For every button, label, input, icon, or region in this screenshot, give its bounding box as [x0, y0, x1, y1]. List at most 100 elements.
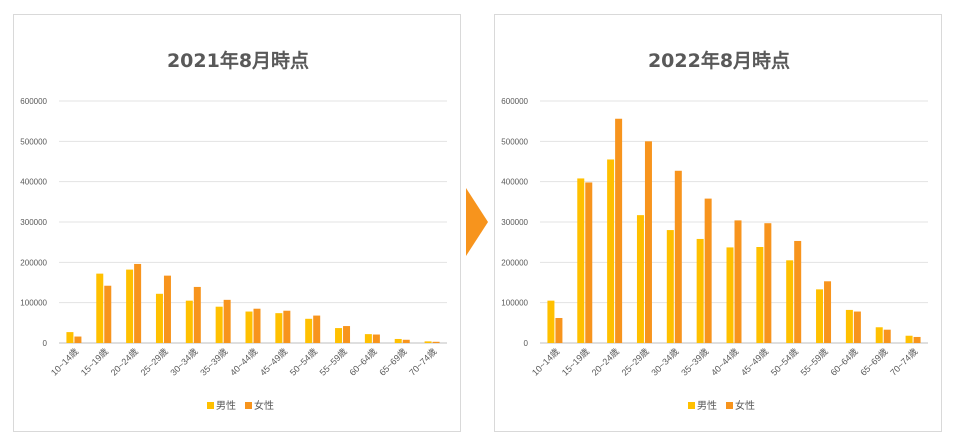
bar-female — [734, 220, 742, 343]
y-tick-label: 600000 — [20, 97, 47, 106]
bar-male — [364, 334, 372, 343]
bar-female — [883, 329, 891, 343]
bar-male — [126, 269, 134, 343]
bar-female — [74, 336, 82, 343]
bar-male — [275, 313, 283, 343]
bar-male — [245, 311, 253, 343]
bar-female — [432, 341, 440, 343]
x-tick-label: 40~44歳 — [708, 346, 740, 378]
bar-male — [547, 300, 555, 343]
arrow-right-icon — [466, 188, 488, 256]
y-tick-label: 100000 — [501, 299, 528, 308]
bar-male — [875, 327, 883, 343]
x-tick-label: 60~64歳 — [828, 346, 860, 378]
x-tick-label: 30~34歳 — [649, 346, 681, 378]
bar-female — [283, 310, 291, 343]
bar-female — [402, 339, 410, 343]
bar-male — [155, 293, 163, 343]
legend-swatch-female — [245, 402, 252, 409]
y-tick-label: 0 — [524, 339, 529, 348]
y-tick-label: 400000 — [20, 178, 47, 187]
x-tick-label: 25~29歳 — [619, 346, 651, 378]
chart-title: 2021年8月時点 — [167, 49, 309, 72]
x-tick-label: 10~14歳 — [529, 346, 561, 378]
y-tick-label: 400000 — [501, 178, 528, 187]
bar-female — [253, 308, 261, 343]
x-tick-label: 45~49歳 — [738, 346, 770, 378]
x-tick-label: 70~74歳 — [406, 346, 438, 378]
x-tick-label: 45~49歳 — [257, 346, 289, 378]
bar-female — [794, 240, 802, 343]
legend-label-male: 男性 — [216, 399, 236, 412]
bar-male — [756, 247, 764, 343]
chart-panel-2022: 2022年8月時点 0 100000 200000 300000 400000 500000… — [494, 14, 942, 432]
legend-label-female: 女性 — [254, 399, 274, 412]
bar-female — [163, 275, 171, 343]
bar-male — [185, 300, 193, 343]
y-tick-label: 500000 — [501, 137, 528, 146]
legend-swatch-male — [207, 402, 214, 409]
bar-female — [555, 317, 563, 343]
x-tick-label: 20~24歳 — [589, 346, 621, 378]
x-tick-label: 70~74歳 — [887, 346, 919, 378]
bar-female — [104, 285, 112, 343]
legend-swatch-male — [688, 402, 695, 409]
y-tick-label: 500000 — [20, 137, 47, 146]
bar-male — [666, 230, 674, 343]
bar-male — [816, 289, 824, 343]
x-tick-label: 50~54歳 — [768, 346, 800, 378]
y-tick-label: 600000 — [501, 97, 528, 106]
bar-female — [223, 299, 231, 343]
bar-female — [313, 315, 321, 343]
x-tick-label: 65~69歳 — [858, 346, 890, 378]
bar-female — [764, 223, 772, 343]
bar-female — [913, 336, 921, 343]
legend-label-female: 女性 — [735, 399, 755, 412]
bar-female — [674, 170, 682, 343]
bar-male — [786, 260, 794, 343]
x-tick-label: 15~19歳 — [559, 346, 591, 378]
x-tick-label: 60~64歳 — [347, 346, 379, 378]
y-tick-label: 300000 — [501, 218, 528, 227]
bar-female — [585, 182, 593, 343]
bar-female — [343, 326, 351, 343]
y-tick-label: 200000 — [501, 258, 528, 267]
legend-swatch-female — [726, 402, 733, 409]
x-tick-label: 20~24歳 — [108, 346, 140, 378]
y-tick-label: 300000 — [20, 218, 47, 227]
bar-female — [853, 311, 861, 343]
bar-male — [726, 247, 734, 343]
x-tick-label: 35~39歳 — [198, 346, 230, 378]
legend-label-male: 男性 — [697, 399, 717, 412]
bar-male — [696, 238, 704, 343]
y-tick-label: 200000 — [20, 258, 47, 267]
x-tick-label: 55~59歳 — [798, 346, 830, 378]
y-tick-label: 0 — [43, 339, 48, 348]
x-tick-label: 35~39歳 — [679, 346, 711, 378]
bar-male — [845, 309, 853, 343]
bar-male — [96, 273, 104, 343]
x-tick-label: 10~14歳 — [48, 346, 80, 378]
chart-panel-2021: 2021年8月時点 0 100000 200000 300000 400000 500000… — [13, 14, 461, 432]
bar-male — [394, 338, 402, 343]
bar-female — [615, 118, 623, 343]
bar-male — [577, 178, 585, 343]
bar-male — [335, 328, 343, 343]
bar-male — [215, 306, 223, 343]
x-tick-label: 55~59歳 — [317, 346, 349, 378]
bar-male — [305, 318, 313, 343]
bar-male — [636, 215, 644, 343]
chart-2021-svg: 2021年8月時点 0 100000 200000 300000 400000 500000… — [20, 49, 447, 412]
bar-female — [824, 281, 832, 343]
bar-female — [193, 286, 201, 343]
bar-female — [704, 198, 712, 343]
x-tick-label: 30~34歳 — [168, 346, 200, 378]
y-tick-label: 100000 — [20, 299, 47, 308]
bar-male — [66, 332, 74, 343]
chart-2022-svg: 2022年8月時点 0 100000 200000 300000 400000 500000… — [501, 49, 928, 412]
bar-male — [424, 341, 432, 343]
x-tick-label: 25~29歳 — [138, 346, 170, 378]
chart-title: 2022年8月時点 — [648, 49, 790, 72]
bar-male — [905, 335, 913, 343]
bar-female — [134, 263, 142, 343]
